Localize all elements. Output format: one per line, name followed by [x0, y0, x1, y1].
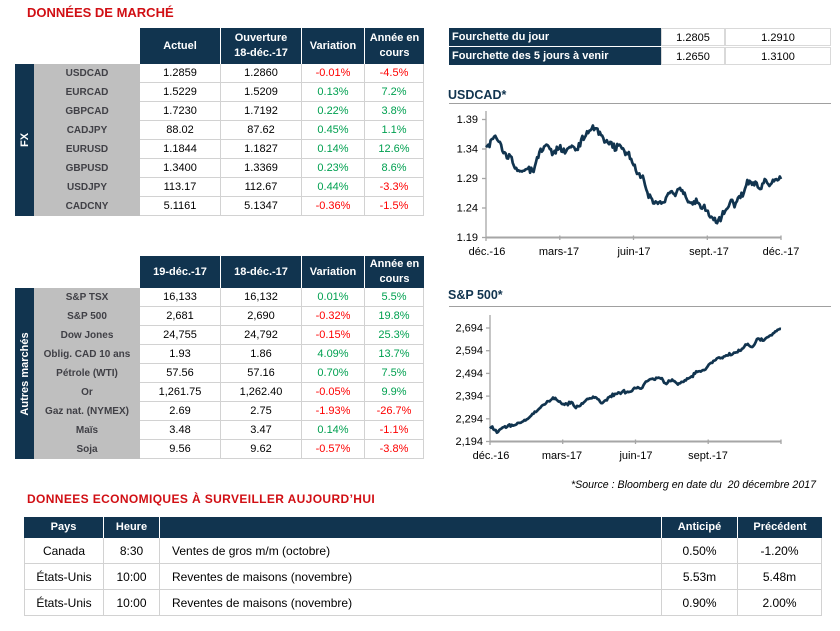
svg-text:sept.-17: sept.-17	[689, 246, 729, 258]
svg-text:1.24: 1.24	[457, 203, 478, 215]
svg-text:mars-17: mars-17	[539, 246, 579, 258]
svg-text:déc.-16: déc.-16	[469, 246, 506, 258]
svg-text:déc.-16: déc.-16	[473, 450, 510, 462]
svg-text:1.34: 1.34	[457, 144, 478, 156]
svg-text:2,694: 2,694	[455, 323, 483, 335]
svg-text:sept.-17: sept.-17	[688, 450, 728, 462]
svg-text:1.19: 1.19	[457, 232, 478, 244]
svg-text:2,594: 2,594	[455, 345, 483, 357]
svg-text:2,494: 2,494	[455, 368, 483, 380]
svg-text:juin-17: juin-17	[616, 246, 650, 258]
svg-text:juin-17: juin-17	[618, 450, 652, 462]
svg-text:2,294: 2,294	[455, 413, 483, 425]
svg-text:1.29: 1.29	[457, 173, 478, 185]
svg-text:2,194: 2,194	[455, 436, 483, 448]
svg-text:1.39: 1.39	[457, 114, 478, 126]
svg-text:mars-17: mars-17	[542, 450, 582, 462]
svg-text:déc.-17: déc.-17	[763, 246, 800, 258]
svg-text:2,394: 2,394	[455, 391, 483, 403]
